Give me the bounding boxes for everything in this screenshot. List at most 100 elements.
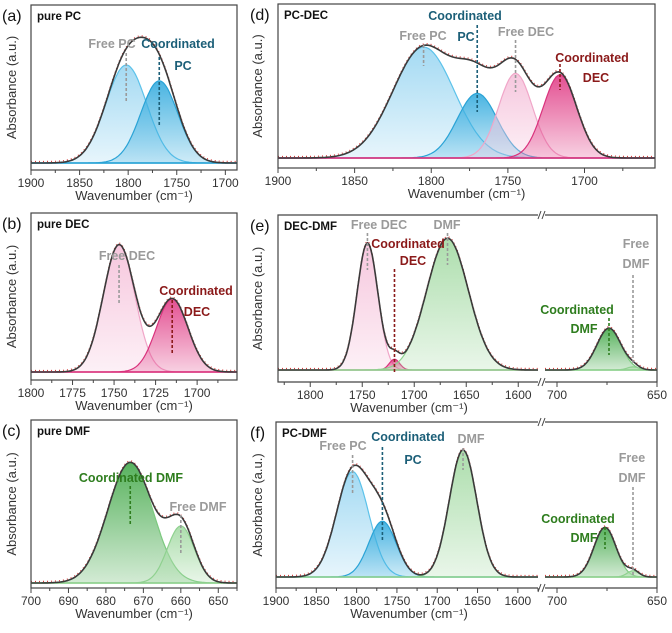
axis-break-mark bbox=[537, 377, 546, 387]
panel-letter: (c) bbox=[2, 423, 21, 440]
x-tick-label: 1750 bbox=[384, 594, 411, 608]
peak-annotation: Free PC bbox=[319, 439, 367, 495]
peak-label: Coordinated bbox=[159, 284, 233, 298]
peak-annotation: Free DMF bbox=[170, 500, 227, 555]
peak-annotation: Coordinated DEC bbox=[371, 237, 445, 372]
x-tick-label: 1700 bbox=[212, 176, 239, 190]
peak-label: PC bbox=[457, 30, 474, 44]
peak-label: Coordinated bbox=[141, 37, 215, 51]
x-tick-label: 1750 bbox=[101, 386, 128, 400]
experimental-data bbox=[276, 447, 538, 577]
peak-annotation: Free DEC bbox=[498, 25, 554, 92]
y-axis-label: Absorbance (a.u.) bbox=[4, 452, 19, 555]
x-axis-label: Wavenumber (cm⁻¹) bbox=[350, 400, 468, 415]
peak-label: DMF bbox=[622, 257, 649, 271]
peak-label: Coordinated bbox=[371, 237, 445, 251]
y-axis-label: Absorbance (a.u.) bbox=[250, 453, 265, 556]
peak-label: DMF bbox=[433, 218, 460, 232]
x-tick-label: 1750 bbox=[349, 388, 376, 402]
panel-letter: (f) bbox=[250, 425, 265, 442]
panel-b: (b) pure DEC Absorbance (a.u.) Wavenumber (… bbox=[2, 212, 238, 413]
x-axis-label: Wavenumber (cm⁻¹) bbox=[408, 186, 526, 201]
peak-label: PC bbox=[174, 59, 191, 73]
panel-letter: (d) bbox=[250, 7, 270, 24]
plot-segment: 700 650 Coordinated DMF Free DMF bbox=[540, 214, 667, 402]
x-tick-label: 1800 bbox=[343, 594, 370, 608]
peak-label: DEC bbox=[400, 254, 426, 268]
x-tick-label: 650 bbox=[647, 594, 667, 608]
x-tick-label: 1775 bbox=[59, 386, 86, 400]
panel-letter: (a) bbox=[2, 8, 22, 25]
y-axis-label: Absorbance (a.u.) bbox=[4, 36, 19, 139]
axis-break-mark bbox=[537, 583, 546, 593]
axis-frame bbox=[545, 214, 658, 383]
peak-label: Coordinated bbox=[540, 303, 614, 317]
axis-frame bbox=[277, 3, 656, 169]
axis-frame bbox=[545, 421, 658, 589]
x-tick-label: 1850 bbox=[341, 174, 368, 188]
experimental-data bbox=[278, 42, 655, 158]
x-tick-label: 1750 bbox=[163, 176, 190, 190]
peak-label: Free DEC bbox=[99, 249, 155, 263]
x-tick-label: 1850 bbox=[303, 594, 330, 608]
x-axis-label: Wavenumber (cm⁻¹) bbox=[350, 606, 468, 621]
peak-label: DMF bbox=[570, 531, 597, 545]
panel-a: (a) pure PC Absorbance (a.u.) Wavenumber (c… bbox=[2, 4, 239, 203]
x-tick-label: 650 bbox=[647, 388, 667, 402]
panel-title: PC-DMF bbox=[282, 428, 327, 440]
panel-title: pure PC bbox=[37, 11, 81, 23]
plot-segment: 1900 1850 1800 1750 1700 Free PC Coordinated PC… bbox=[265, 3, 656, 188]
x-tick-label: 1700 bbox=[571, 174, 598, 188]
x-tick-label: 700 bbox=[547, 388, 567, 402]
component-peak-0 bbox=[276, 470, 538, 578]
x-tick-label: 1900 bbox=[265, 174, 292, 188]
peak-annotation: DMF bbox=[433, 218, 461, 265]
axis-frame bbox=[30, 212, 238, 381]
plot-segment: 1800 1750 1700 1650 1600 Free DEC Coordinated D… bbox=[277, 210, 546, 402]
peak-label: Coordinated bbox=[428, 9, 502, 23]
peak-label: PC bbox=[404, 453, 421, 467]
x-tick-label: 1900 bbox=[18, 176, 45, 190]
peak-annotation: Coordinated DEC bbox=[555, 51, 629, 90]
axis-frame bbox=[30, 4, 238, 171]
x-tick-label: 700 bbox=[21, 594, 41, 608]
panel-title: PC-DEC bbox=[284, 10, 328, 22]
x-tick-label: 1850 bbox=[66, 176, 93, 190]
x-axis-label: Wavenumber (cm⁻¹) bbox=[75, 606, 193, 621]
x-tick-label: 1700 bbox=[184, 386, 211, 400]
x-tick-label: 650 bbox=[208, 594, 228, 608]
x-tick-label: 1650 bbox=[464, 594, 491, 608]
peak-annotation: Free DEC bbox=[99, 249, 155, 305]
x-tick-label: 690 bbox=[58, 594, 78, 608]
peak-label: DMF bbox=[570, 322, 597, 336]
peak-label: Coordinated DMF bbox=[79, 471, 184, 485]
x-tick-label: 1800 bbox=[115, 176, 142, 190]
x-tick-label: 680 bbox=[96, 594, 116, 608]
peak-annotation: Free PC bbox=[88, 37, 136, 103]
peak-annotation: Free DEC bbox=[351, 218, 407, 270]
experimental-data bbox=[31, 242, 237, 372]
component-peak-0 bbox=[545, 327, 657, 371]
cumulative-fit bbox=[31, 36, 237, 164]
peak-label: Free DEC bbox=[498, 25, 554, 39]
panel-title: pure DMF bbox=[37, 426, 90, 438]
cumulative-fit bbox=[545, 526, 657, 578]
axis-break-mark bbox=[537, 210, 546, 220]
x-tick-label: 1600 bbox=[505, 388, 532, 402]
component-peak-2 bbox=[276, 449, 538, 578]
x-tick-label: 1800 bbox=[18, 386, 45, 400]
cumulative-fit bbox=[278, 44, 655, 159]
peak-annotation: Coordinated DMF bbox=[541, 512, 615, 549]
peak-label: Free DEC bbox=[351, 218, 407, 232]
cumulative-fit bbox=[278, 237, 538, 371]
peak-annotation: Coordinated PC bbox=[141, 37, 215, 125]
x-tick-label: 660 bbox=[171, 594, 191, 608]
peak-annotation: Free DMF bbox=[622, 237, 650, 365]
peak-annotation: Coordinated DEC bbox=[159, 284, 233, 355]
x-axis-label: Wavenumber (cm⁻¹) bbox=[75, 398, 193, 413]
x-tick-label: 1725 bbox=[142, 386, 169, 400]
peak-annotation: Coordinated PC bbox=[428, 9, 502, 112]
peak-label: DEC bbox=[583, 71, 609, 85]
cumulative-fit bbox=[276, 448, 538, 578]
